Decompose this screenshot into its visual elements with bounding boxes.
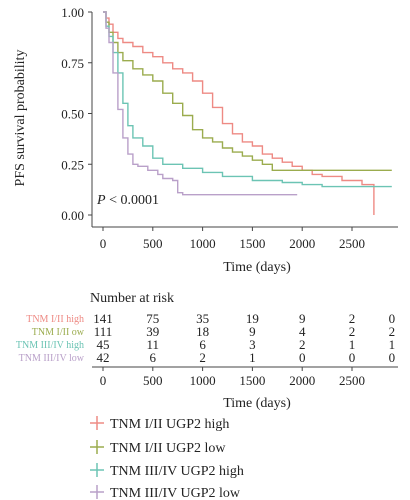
x-axis-label: Time (days) — [223, 260, 291, 275]
y-tick-label: 0.00 — [61, 208, 84, 223]
risk-x-tick-label: 2000 — [289, 373, 315, 388]
risk-table: Number at risk TNM I/II high 141 75 35 19 9 2 0… — [16, 291, 398, 411]
risk-count: 75 — [146, 311, 159, 326]
series-line-2 — [103, 11, 392, 171]
y-tick-label: 0.75 — [61, 56, 84, 71]
x-tick-label: 0 — [100, 236, 107, 251]
survival-curves — [103, 11, 392, 215]
risk-count: 42 — [97, 350, 110, 365]
y-axis-label: PFS survival probability — [13, 50, 28, 187]
risk-x-tick-label: 1500 — [239, 373, 265, 388]
risk-count: 11 — [147, 337, 160, 352]
risk-count: 1 — [249, 350, 256, 365]
risk-x-tick-label: 1000 — [190, 373, 216, 388]
risk-table-x-ticks: 0 500 1000 1500 2000 2500 — [100, 367, 365, 388]
risk-row-label: TNM III/IV high — [16, 340, 84, 351]
risk-x-tick-label: 2500 — [339, 373, 365, 388]
legend-label: TNM I/II UGP2 high — [110, 417, 229, 432]
risk-count: 2 — [349, 324, 356, 339]
y-tick-label: 0.50 — [61, 107, 84, 122]
series-line-1 — [103, 11, 375, 215]
risk-count: 4 — [299, 324, 306, 339]
y-tick-label: 0.25 — [61, 157, 84, 172]
risk-count: 9 — [249, 324, 256, 339]
risk-x-tick-label: 0 — [100, 373, 107, 388]
risk-row-label: TNM I/II high — [26, 314, 84, 325]
risk-count: 0 — [349, 350, 356, 365]
risk-table-title: Number at risk — [90, 291, 174, 306]
x-tick-label: 1000 — [190, 236, 216, 251]
risk-count: 3 — [249, 337, 256, 352]
risk-count: 1 — [389, 337, 396, 352]
legend-label: TNM I/II UGP2 low — [110, 441, 226, 456]
risk-count: 39 — [146, 324, 159, 339]
risk-count: 6 — [199, 337, 206, 352]
km-plot: 0.00 0.25 0.50 0.75 1.00 0 500 1000 1500 2000 250… — [13, 5, 398, 275]
risk-x-tick-label: 500 — [143, 373, 163, 388]
risk-count: 111 — [94, 324, 113, 339]
risk-count: 2 — [349, 311, 356, 326]
x-tick-label: 2500 — [339, 236, 365, 251]
risk-count: 9 — [299, 311, 306, 326]
x-tick-label: 1500 — [239, 236, 265, 251]
risk-count: 0 — [389, 350, 396, 365]
legend-label: TNM III/IV UGP2 low — [110, 486, 241, 500]
risk-count: 0 — [389, 311, 396, 326]
risk-table-x-label: Time (days) — [223, 396, 291, 411]
x-tick-label: 2000 — [289, 236, 315, 251]
risk-count: 141 — [93, 311, 113, 326]
legend-label: TNM III/IV UGP2 high — [110, 464, 244, 479]
y-axis-ticks: 0.00 0.25 0.50 0.75 1.00 — [61, 5, 92, 223]
risk-count: 18 — [196, 324, 209, 339]
risk-count: 6 — [150, 350, 157, 365]
legend: TNM I/II UGP2 high TNM I/II UGP2 low TNM I… — [90, 416, 244, 500]
risk-count: 2 — [299, 337, 306, 352]
series-line-4 — [103, 11, 298, 196]
y-tick-label: 1.00 — [61, 5, 84, 20]
risk-count: 1 — [349, 337, 356, 352]
p-value-annotation: P < 0.0001 — [96, 193, 159, 208]
risk-count: 2 — [199, 350, 206, 365]
risk-count: 45 — [97, 337, 110, 352]
risk-row-label: TNM III/IV low — [19, 353, 85, 364]
x-axis-ticks: 0 500 1000 1500 2000 2500 — [100, 227, 365, 251]
risk-count: 0 — [299, 350, 306, 365]
risk-count: 2 — [389, 324, 396, 339]
risk-count: 19 — [246, 311, 259, 326]
risk-row-label: TNM I/II ow — [32, 327, 85, 338]
risk-count: 35 — [196, 311, 209, 326]
series-line-3 — [103, 11, 392, 188]
x-tick-label: 500 — [143, 236, 163, 251]
